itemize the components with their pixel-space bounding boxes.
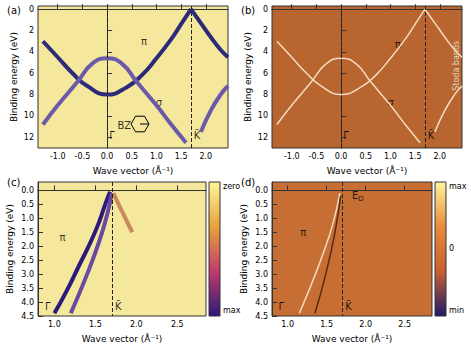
svg-text:10: 10 <box>24 111 34 120</box>
svg-text:π: π <box>60 232 66 243</box>
svg-text:Γ̄: Γ̄ <box>343 130 349 141</box>
svg-text:K̄: K̄ <box>115 300 122 312</box>
svg-text:Binding energy (eV): Binding energy (eV) <box>243 32 253 122</box>
svg-text:K̄: K̄ <box>345 300 352 312</box>
svg-text:0: 0 <box>263 5 268 14</box>
svg-text:zero: zero <box>223 182 240 191</box>
svg-text:-0.5: -0.5 <box>75 152 91 161</box>
svg-text:1.5: 1.5 <box>89 320 102 329</box>
svg-text:1.0: 1.0 <box>255 214 268 223</box>
svg-text:0.5: 0.5 <box>21 200 34 209</box>
svg-text:(c): (c) <box>7 177 20 188</box>
svg-text:Γ̄: Γ̄ <box>279 301 285 312</box>
svg-text:0.5: 0.5 <box>359 152 372 161</box>
svg-text:(b): (b) <box>241 5 255 16</box>
svg-text:Stoda bands: Stoda bands <box>451 40 461 91</box>
svg-text:0.0: 0.0 <box>101 152 114 161</box>
svg-text:Binding energy (eV): Binding energy (eV) <box>239 204 249 294</box>
svg-text:3.0: 3.0 <box>21 270 34 279</box>
svg-text:1.5: 1.5 <box>409 152 422 161</box>
svg-text:2.0: 2.0 <box>359 320 372 329</box>
svg-text:12: 12 <box>24 133 34 142</box>
svg-text:(d): (d) <box>241 177 255 188</box>
svg-text:3.0: 3.0 <box>255 270 268 279</box>
svg-text:1.0: 1.0 <box>384 152 397 161</box>
svg-text:1.5: 1.5 <box>175 152 188 161</box>
svg-text:-1.0: -1.0 <box>284 152 300 161</box>
svg-text:4: 4 <box>263 47 268 56</box>
svg-text:1.5: 1.5 <box>255 228 268 237</box>
svg-text:2.0: 2.0 <box>130 320 143 329</box>
svg-text:-1.0: -1.0 <box>50 152 66 161</box>
svg-text:4.0: 4.0 <box>21 298 34 307</box>
svg-text:0.0: 0.0 <box>335 152 348 161</box>
svg-text:2.0: 2.0 <box>433 152 446 161</box>
svg-text:8: 8 <box>263 90 268 99</box>
svg-text:2.0: 2.0 <box>255 242 268 251</box>
svg-text:Wave vector (Å⁻¹): Wave vector (Å⁻¹) <box>327 165 408 176</box>
svg-text:0.5: 0.5 <box>255 200 268 209</box>
svg-text:0.0: 0.0 <box>255 186 268 195</box>
svg-text:BZ: BZ <box>118 120 132 131</box>
svg-text:σ: σ <box>387 96 394 108</box>
svg-text:(a): (a) <box>7 5 21 16</box>
svg-text:min: min <box>449 306 464 315</box>
svg-text:2.0: 2.0 <box>21 242 34 251</box>
svg-text:3.5: 3.5 <box>21 284 34 293</box>
svg-text:2.5: 2.5 <box>398 320 411 329</box>
svg-text:Wave vector (Å⁻¹): Wave vector (Å⁻¹) <box>93 165 174 176</box>
svg-text:1.5: 1.5 <box>21 228 34 237</box>
svg-text:12: 12 <box>258 133 268 142</box>
svg-text:Binding energy (eV): Binding energy (eV) <box>5 204 15 294</box>
svg-text:1.0: 1.0 <box>150 152 163 161</box>
svg-text:6: 6 <box>29 69 34 78</box>
svg-text:6: 6 <box>263 69 268 78</box>
svg-text:π: π <box>141 36 147 47</box>
svg-text:10: 10 <box>258 111 268 120</box>
svg-text:0: 0 <box>449 244 454 253</box>
svg-text:1.0: 1.0 <box>48 320 61 329</box>
svg-text:0.0: 0.0 <box>21 186 34 195</box>
svg-text:1.0: 1.0 <box>21 214 34 223</box>
svg-text:4.0: 4.0 <box>255 298 268 307</box>
svg-text:3.5: 3.5 <box>255 284 268 293</box>
svg-text:2.5: 2.5 <box>255 256 268 265</box>
svg-text:2: 2 <box>263 26 268 35</box>
svg-text:E: E <box>352 190 359 202</box>
svg-text:Γ̄: Γ̄ <box>45 301 51 312</box>
svg-text:K̄: K̄ <box>428 129 435 141</box>
svg-text:Wave vector (Å⁻¹): Wave vector (Å⁻¹) <box>312 333 393 344</box>
svg-text:4: 4 <box>29 47 34 56</box>
svg-text:2: 2 <box>29 26 34 35</box>
svg-text:D: D <box>358 195 363 203</box>
svg-text:2.5: 2.5 <box>21 256 34 265</box>
svg-text:1.0: 1.0 <box>281 320 294 329</box>
svg-text:Wave vector (Å⁻¹): Wave vector (Å⁻¹) <box>82 333 163 344</box>
svg-text:0: 0 <box>29 5 34 14</box>
svg-text:K̄: K̄ <box>193 129 201 141</box>
svg-text:max: max <box>223 306 241 315</box>
svg-text:max: max <box>449 182 467 191</box>
svg-text:4.5: 4.5 <box>255 312 268 321</box>
svg-text:Binding energy (eV): Binding energy (eV) <box>9 32 19 122</box>
svg-text:π: π <box>394 38 401 50</box>
svg-text:Γ̄: Γ̄ <box>109 130 115 141</box>
svg-text:-0.5: -0.5 <box>309 152 325 161</box>
svg-text:2.5: 2.5 <box>171 320 184 329</box>
svg-text:1.5: 1.5 <box>320 320 333 329</box>
svg-text:4.5: 4.5 <box>21 312 34 321</box>
svg-text:8: 8 <box>29 90 34 99</box>
svg-text:0.5: 0.5 <box>125 152 138 161</box>
svg-text:2.0: 2.0 <box>199 152 212 161</box>
svg-text:σ: σ <box>155 96 163 108</box>
svg-text:π: π <box>300 227 306 238</box>
